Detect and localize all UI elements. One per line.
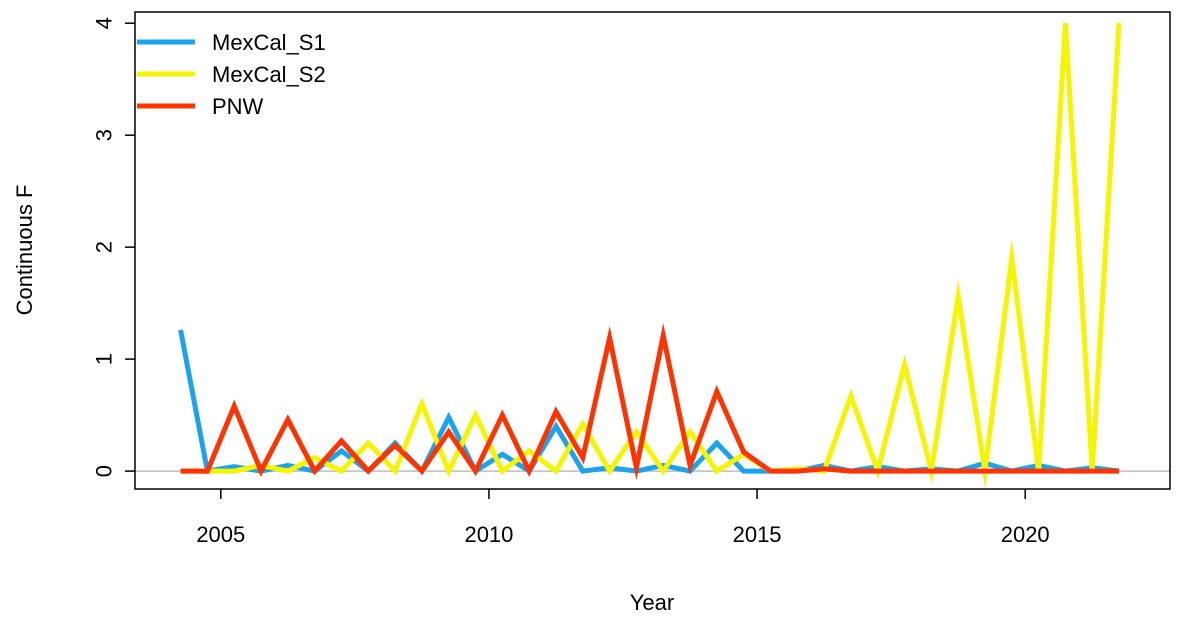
series-line-pnw xyxy=(180,323,1120,481)
x-tick-label: 2005 xyxy=(196,522,245,547)
y-axis-title: Continuous F xyxy=(12,185,37,316)
y-tick-label: 3 xyxy=(91,129,116,141)
series-line-mexcal-s2 xyxy=(180,23,1122,490)
plot-frame xyxy=(134,11,1171,490)
legend: MexCal_S1 MexCal_S2 PNW xyxy=(137,30,326,119)
y-tick-label: 0 xyxy=(92,465,117,477)
axes-layer: 2005 2010 2015 2020 0 1 2 3 4 xyxy=(91,17,1049,547)
y-tick-label: 1 xyxy=(92,353,117,365)
x-tick-label: 2010 xyxy=(464,522,513,547)
x-tick-label: 2015 xyxy=(733,522,782,547)
legend-label: MexCal_S2 xyxy=(212,62,326,87)
plot-layer xyxy=(135,23,1170,490)
x-axis-title: Year xyxy=(630,590,674,615)
legend-label: PNW xyxy=(212,94,264,119)
x-tick-label: 2020 xyxy=(1001,522,1050,547)
legend-label: MexCal_S1 xyxy=(212,30,326,55)
y-tick-label: 2 xyxy=(92,241,117,253)
y-tick-label: 4 xyxy=(91,17,116,29)
